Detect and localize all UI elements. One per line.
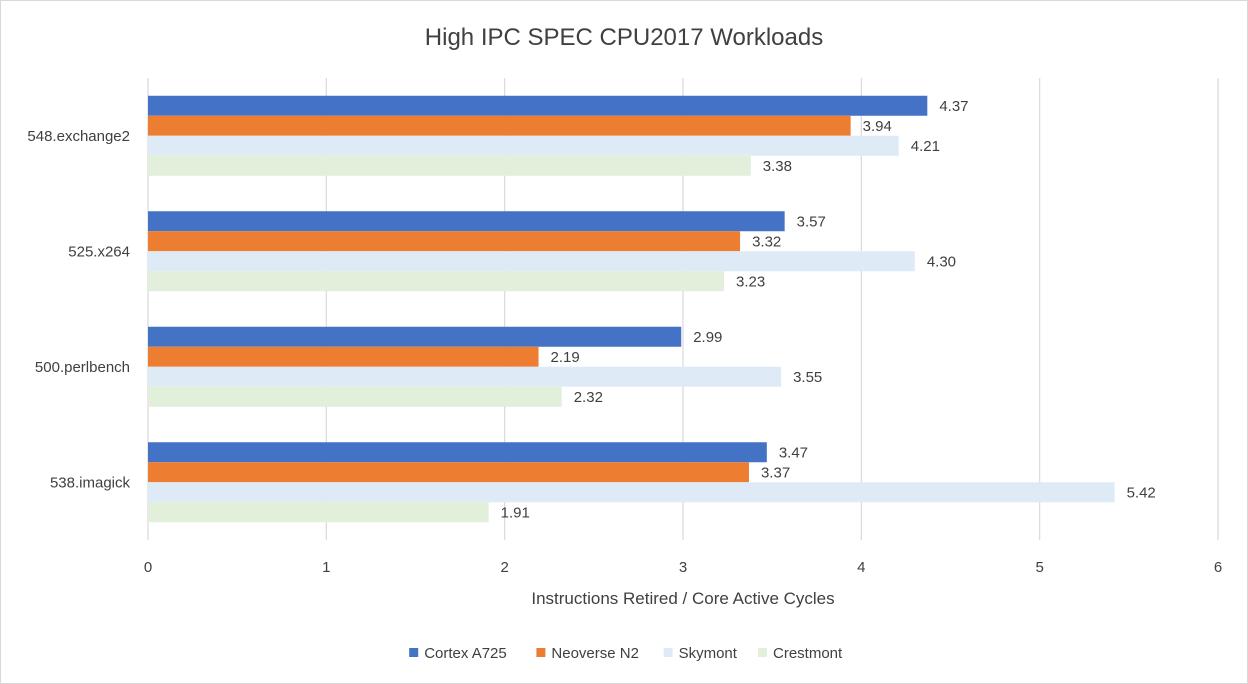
bar (148, 482, 1115, 503)
bar (148, 366, 782, 387)
bars: 4.37 3.94 4.21 3.38 3.57 3.32 4.30 3.23 2.99 2.19… (148, 95, 1156, 523)
bar (148, 386, 562, 407)
bar (148, 95, 928, 116)
category-label: 538.imagick (50, 474, 131, 491)
x-tick-label: 4 (857, 559, 865, 576)
bar (148, 326, 682, 347)
x-tick-label: 1 (322, 559, 330, 576)
category-label: 525.x264 (68, 243, 130, 260)
bar (148, 442, 767, 463)
legend-swatch (663, 648, 673, 657)
bar (148, 211, 785, 232)
category-label: 500.perlbench (35, 359, 130, 376)
bar (148, 135, 899, 156)
bar (148, 502, 489, 523)
x-tick-labels: 0 1 2 3 4 5 6 (144, 559, 1222, 576)
data-label: 3.37 (761, 464, 790, 481)
x-tick-label: 3 (679, 559, 687, 576)
data-label: 2.32 (574, 389, 603, 406)
x-tick-label: 2 (500, 559, 508, 576)
x-axis-title: Instructions Retired / Core Active Cycle… (531, 589, 834, 608)
data-label: 3.47 (779, 444, 808, 461)
data-label: 3.23 (736, 273, 765, 290)
bar (148, 231, 741, 252)
chart-title: High IPC SPEC CPU2017 Workloads (425, 24, 823, 51)
data-label: 2.19 (551, 349, 580, 366)
data-label: 3.38 (763, 158, 792, 175)
bar (148, 271, 725, 292)
bar (148, 115, 851, 136)
category-label: 548.exchange2 (27, 128, 130, 145)
x-tick-label: 5 (1035, 559, 1043, 576)
x-tick-label: 6 (1214, 559, 1222, 576)
legend-label: Skymont (679, 645, 738, 662)
bar (148, 251, 915, 272)
bar (148, 346, 539, 367)
data-label: 3.55 (793, 369, 822, 386)
bar (148, 462, 749, 483)
legend-swatch (536, 648, 546, 657)
data-label: 3.57 (797, 213, 826, 230)
data-label: 5.42 (1127, 484, 1156, 501)
data-label: 4.30 (927, 253, 956, 270)
bar (148, 155, 751, 176)
data-label: 4.21 (911, 138, 940, 155)
x-tick-label: 0 (144, 559, 152, 576)
data-label: 3.32 (752, 233, 781, 250)
category-labels: 548.exchange2 525.x264 500.perlbench 538.im… (27, 128, 130, 492)
legend: Cortex A725 Neoverse N2 Skymont Crestmont (409, 645, 843, 662)
data-label: 4.37 (939, 98, 968, 115)
legend-label: Crestmont (773, 645, 843, 662)
legend-label: Cortex A725 (424, 645, 507, 662)
data-label: 2.99 (693, 329, 722, 346)
data-label: 1.91 (501, 504, 530, 521)
legend-label: Neoverse N2 (551, 645, 639, 662)
legend-swatch (758, 648, 767, 657)
data-label: 3.94 (863, 118, 892, 135)
legend-swatch (409, 648, 419, 657)
